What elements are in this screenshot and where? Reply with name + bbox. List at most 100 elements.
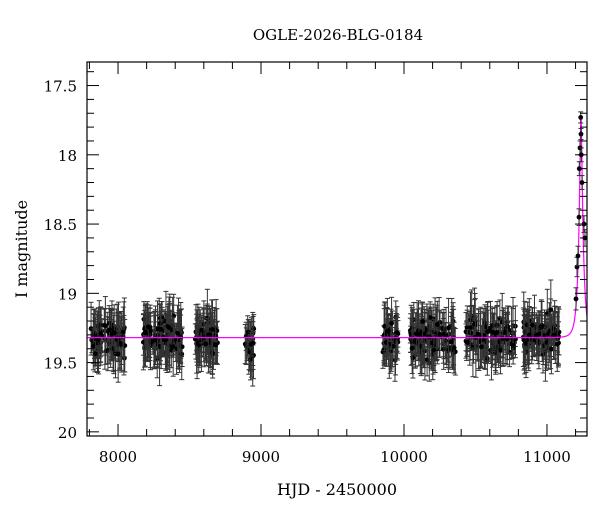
data-point-season-8 [554,316,560,372]
data-point-season-1 [120,306,126,358]
x-tick-label: 8000 [99,448,137,466]
data-point-event [575,245,581,267]
data-point [578,115,584,120]
data-point-season-8 [529,307,535,343]
data-point [523,341,529,346]
data-point-season-2 [151,311,157,370]
plot-frame [86,61,588,437]
data-point [163,337,169,342]
data-point-season-2 [175,304,181,362]
data-point [382,323,387,329]
data-point-season-2 [170,316,176,377]
data-point [424,357,430,363]
x-axis-label: HJD - 2450000 [277,480,397,499]
data-point-season-8 [548,279,554,341]
data-point [576,214,582,220]
data-point [526,332,532,338]
data-point [485,329,490,335]
data-point [385,328,390,334]
data-point [157,321,163,326]
data-point [158,326,164,332]
data-point-season-7 [476,308,482,361]
data-point [425,334,431,340]
data-point [389,320,394,326]
y-tick-label: 18.5 [44,216,77,234]
data-point [476,331,481,337]
data-point [245,329,251,335]
data-point [575,253,581,259]
data-point-season-5 [389,296,395,350]
data-point [120,329,126,335]
data-point [211,342,216,347]
data-point-season-6 [420,301,426,342]
data-point [90,343,96,349]
data-point-season-3 [203,328,209,360]
data-point [381,347,387,353]
data-point [251,326,257,332]
data-point-season-4 [243,321,249,352]
data-point [573,296,579,302]
data-point [522,329,528,335]
data-point [210,327,215,332]
data-point-season-7 [490,312,496,353]
data-point-season-1 [93,340,99,367]
data-point [204,332,210,338]
data-point-season-7 [479,325,485,369]
data-point-event [576,208,582,226]
data-point [548,346,554,352]
data-point [500,336,506,341]
data-point-season-8 [544,319,550,366]
data-point-season-6 [427,301,433,334]
data-point-season-6 [409,322,415,375]
data-point-season-6 [431,334,437,367]
data-point-season-6 [451,321,457,374]
data-point [394,330,400,335]
data-point-season-2 [145,307,151,347]
data-point [437,332,443,337]
plot-area [87,111,588,387]
data-point-season-2 [158,315,164,344]
data-point [498,348,504,353]
data-point [111,330,117,336]
data-point [101,322,107,328]
data-point [107,327,112,333]
data-point [451,345,457,351]
y-tick-label: 17.5 [44,78,77,96]
data-point-season-6 [448,316,454,368]
data-point [115,351,121,357]
data-point [494,330,500,335]
x-tick-label: 9000 [242,448,280,466]
data-point-season-1 [111,320,117,346]
data-point-season-7 [494,304,500,360]
data-point [166,325,172,330]
data-point [448,339,454,345]
data-point [410,355,416,361]
data-point-season-5 [385,308,391,354]
data-point [168,347,174,353]
data-point [170,344,176,350]
data-point [489,323,495,329]
data-point [551,332,556,338]
data-point [446,325,451,331]
data-point [505,324,511,330]
data-point-season-8 [548,323,554,375]
data-point-season-6 [437,311,443,358]
y-tick-label: 19 [58,285,77,303]
y-tick-label: 19.5 [44,355,77,373]
data-point [145,324,151,330]
data-point-season-3 [209,299,215,360]
data-point [93,351,98,357]
data-point [97,330,103,336]
x-tick-label: 10000 [380,448,428,466]
data-point [497,343,503,349]
data-point [578,131,584,137]
data-point-season-1 [107,308,113,352]
data-point-season-7 [464,329,470,356]
data-point-season-8 [550,310,556,361]
data-point-season-8 [526,305,532,364]
chart-title: OGLE-2026-BLG-0184 [253,26,423,44]
data-point [427,315,433,320]
data-point [490,329,496,335]
data-point [464,339,470,345]
